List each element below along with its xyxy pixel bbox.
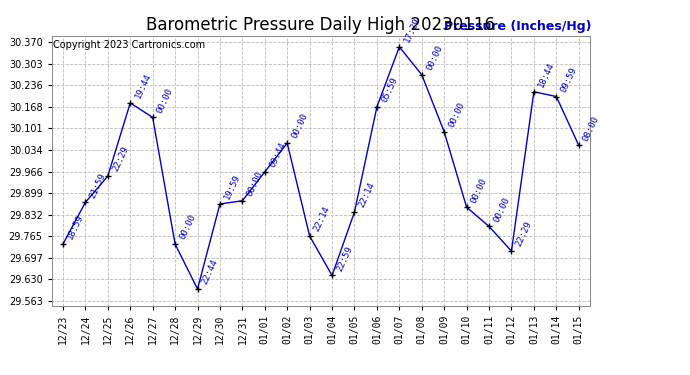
Text: 22:29: 22:29: [514, 220, 534, 248]
Text: 18:44: 18:44: [537, 61, 556, 89]
Text: 19:59: 19:59: [223, 173, 242, 201]
Text: 22:29: 22:29: [110, 145, 130, 173]
Text: 00:00: 00:00: [424, 44, 444, 72]
Text: 00:00: 00:00: [447, 101, 466, 129]
Text: 22:44: 22:44: [200, 258, 220, 286]
Text: 09:44: 09:44: [268, 141, 287, 169]
Text: 00:00: 00:00: [178, 213, 197, 241]
Title: Barometric Pressure Daily High 20230116: Barometric Pressure Daily High 20230116: [146, 16, 495, 34]
Text: 00:00: 00:00: [290, 112, 310, 140]
Text: 00:00: 00:00: [492, 195, 511, 223]
Text: 19:44: 19:44: [133, 72, 152, 100]
Text: 00:00: 00:00: [155, 87, 175, 115]
Text: 21:59: 21:59: [88, 171, 108, 200]
Text: 05:59: 05:59: [380, 76, 400, 104]
Text: 22:59: 22:59: [335, 244, 355, 273]
Text: 09:59: 09:59: [559, 66, 579, 94]
Text: 22:14: 22:14: [357, 181, 377, 209]
Text: 17:29: 17:29: [402, 16, 422, 44]
Text: 22:14: 22:14: [313, 205, 332, 233]
Text: Copyright 2023 Cartronics.com: Copyright 2023 Cartronics.com: [53, 40, 205, 50]
Text: 00:00: 00:00: [245, 170, 265, 198]
Text: Pressure (Inches/Hg): Pressure (Inches/Hg): [444, 20, 591, 33]
Text: 18:59: 18:59: [66, 213, 86, 241]
Text: 08:00: 08:00: [582, 114, 601, 142]
Text: 00:00: 00:00: [469, 176, 489, 204]
